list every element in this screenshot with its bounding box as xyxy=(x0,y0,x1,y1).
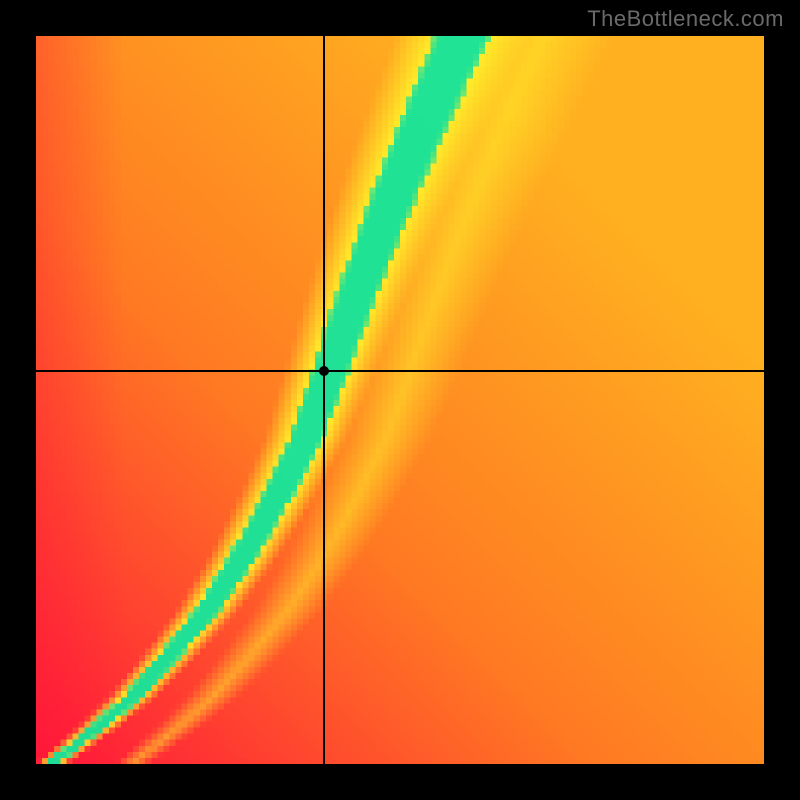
crosshair-horizontal xyxy=(36,370,764,372)
figure-container: TheBottleneck.com xyxy=(0,0,800,800)
heatmap-canvas xyxy=(36,36,764,764)
crosshair-vertical xyxy=(323,36,325,764)
crosshair-marker xyxy=(319,366,329,376)
heatmap-plot xyxy=(36,36,764,764)
watermark-text: TheBottleneck.com xyxy=(587,6,784,32)
